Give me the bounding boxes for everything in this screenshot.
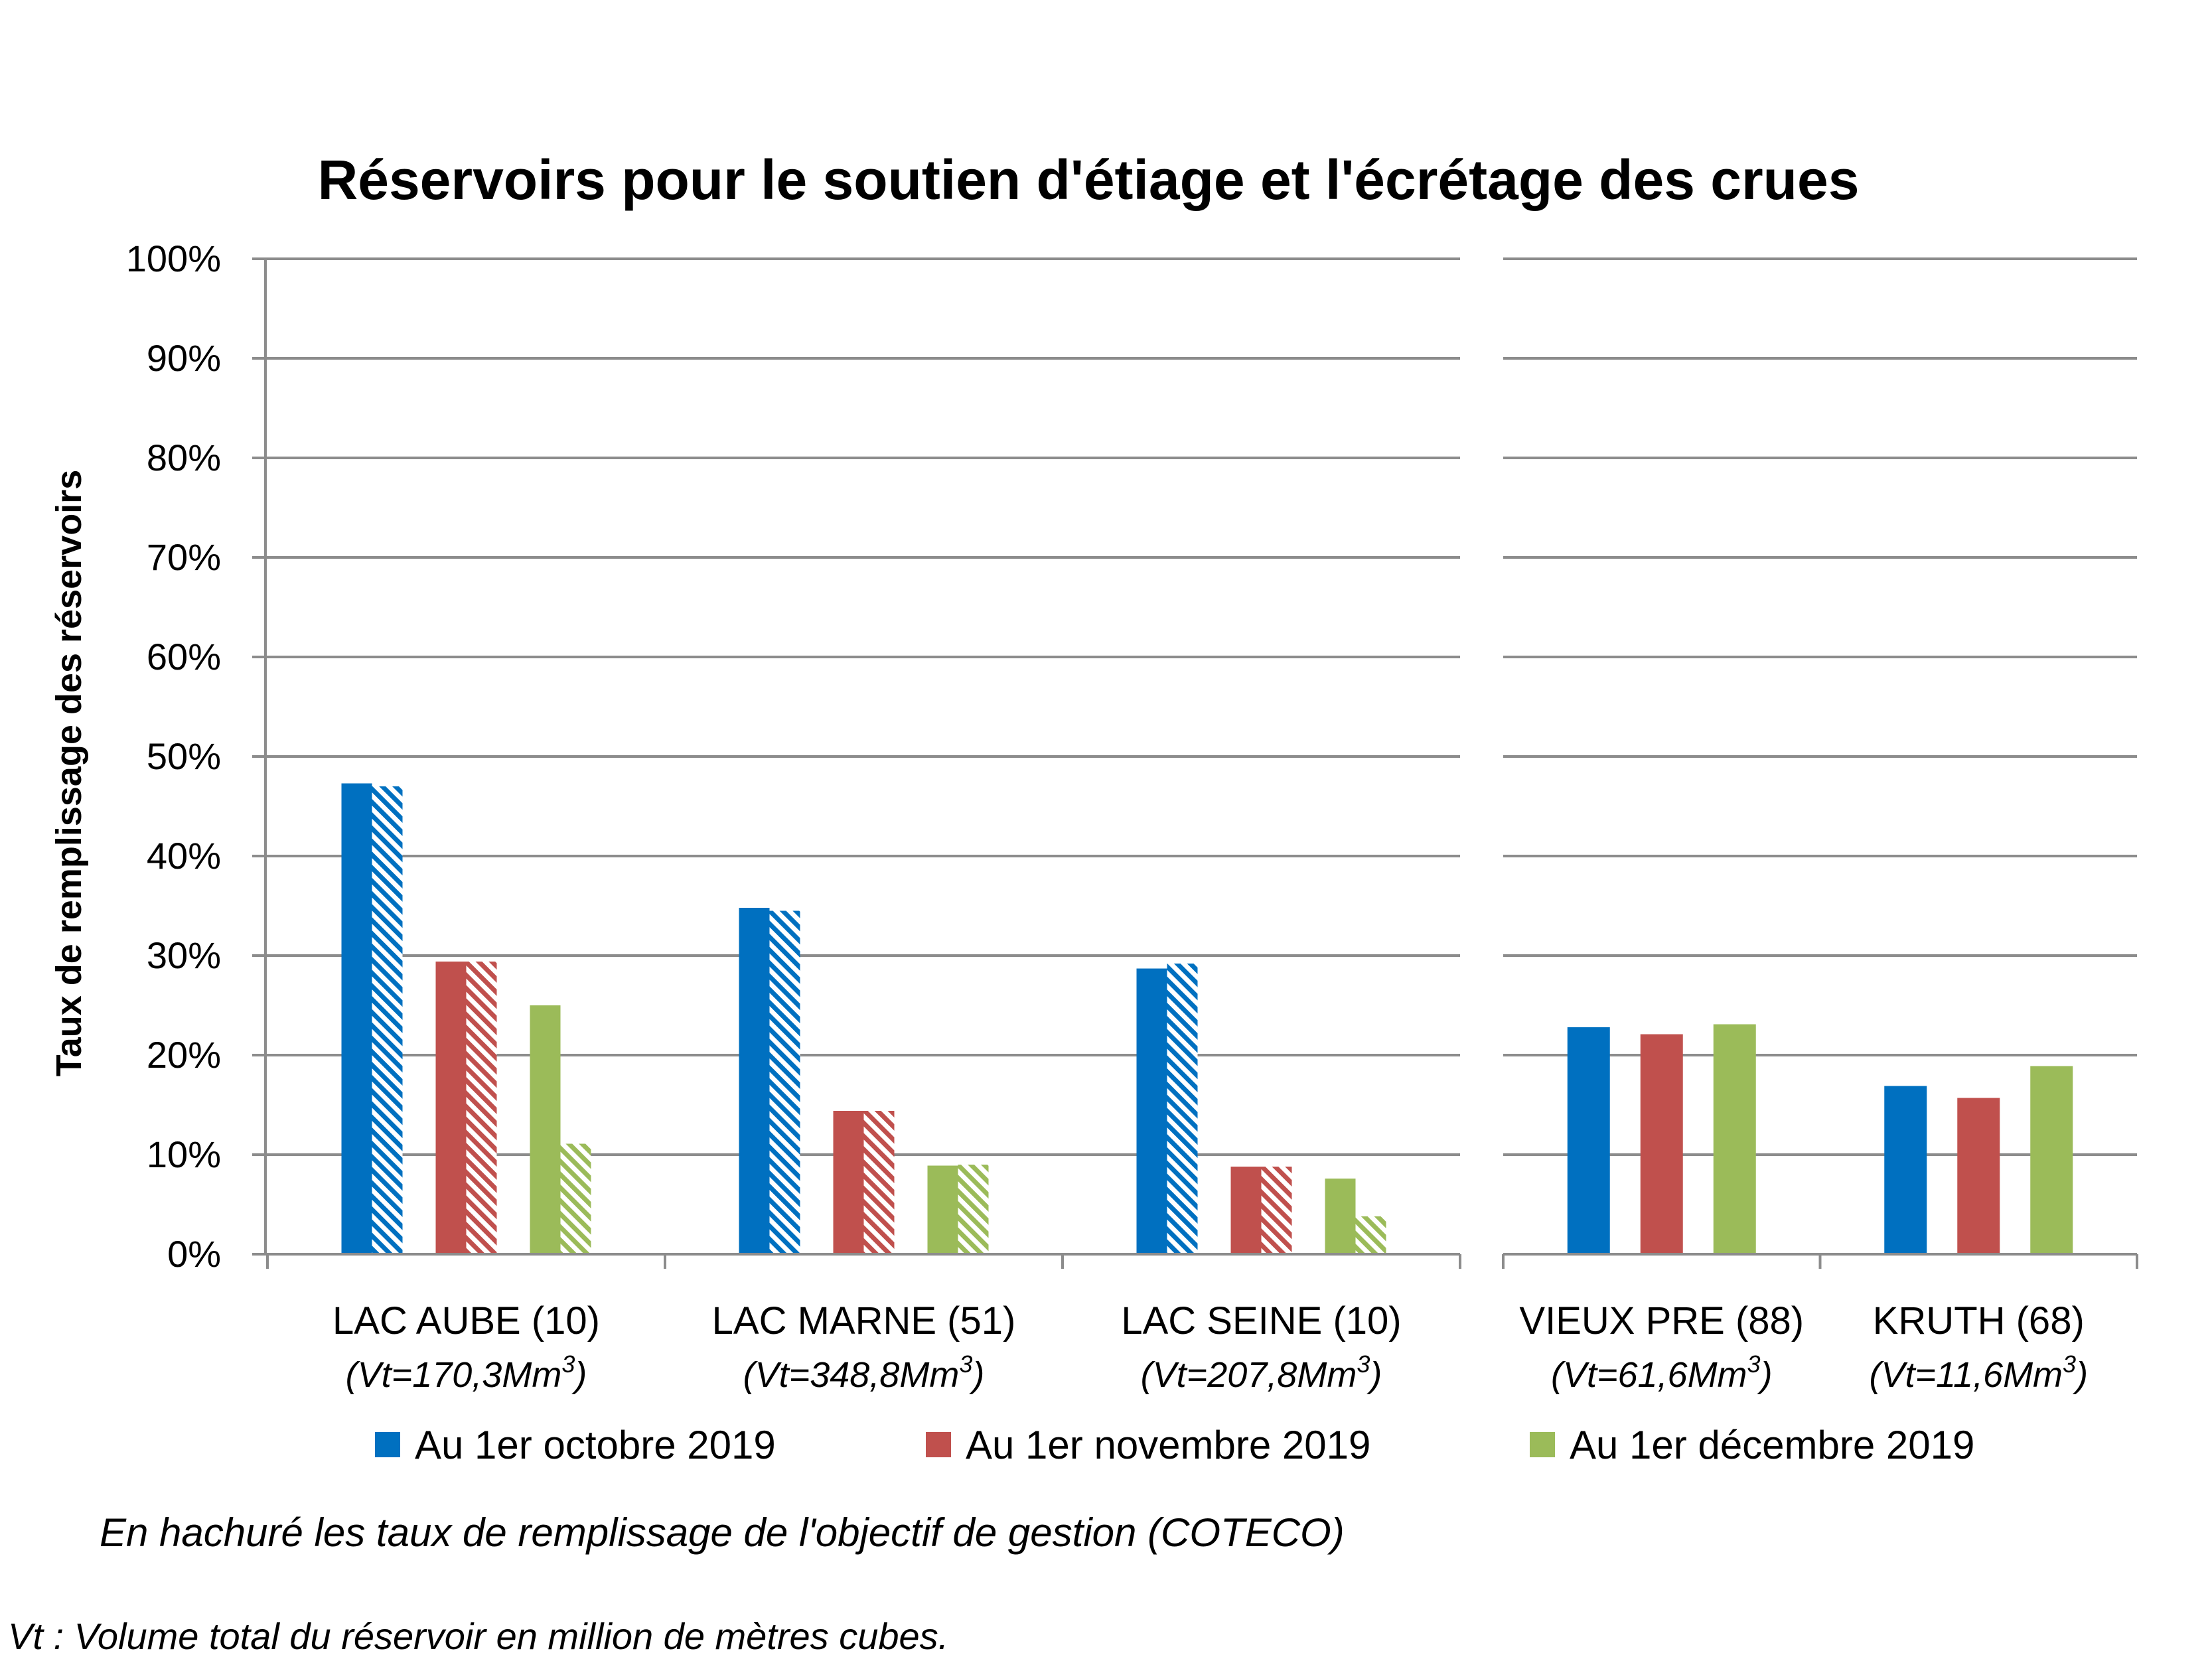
bar-kruth-68-au-1er-octobre-2019: [1884, 1086, 1927, 1254]
bar-vieux-pre-88-au-1er-octobre-2019: [1567, 1027, 1610, 1254]
y-tick-label: 40%: [147, 835, 221, 877]
bar-kruth-68-au-1er-decembre-2019: [2030, 1066, 2073, 1254]
bar-lac-seine-10-au-1er-decembre-2019: [1325, 1179, 1356, 1254]
bar-lac-aube-10-au-1er-decembre-2019: [530, 1005, 561, 1254]
bar-lac-aube-10-au-1er-novembre-2019: [435, 962, 467, 1254]
objective-bar-lac-aube-10-au-1er-octobre-2019: [372, 786, 403, 1254]
objective-bar-lac-aube-10-au-1er-novembre-2019: [466, 962, 497, 1254]
objective-bar-lac-seine-10-au-1er-octobre-2019: [1167, 964, 1198, 1254]
legend-label: Au 1er octobre 2019: [415, 1423, 776, 1467]
bar-lac-marne-51-au-1er-decembre-2019: [927, 1165, 958, 1254]
y-tick-label: 60%: [147, 636, 221, 678]
x-category-label: LAC MARNE (51): [712, 1299, 1016, 1342]
x-category-volume: (Vt=170,3Mm3): [346, 1350, 587, 1395]
legend-label: Au 1er novembre 2019: [966, 1423, 1370, 1467]
chart-title: Réservoirs pour le soutien d'étiage et l…: [318, 149, 1860, 211]
x-category-label: LAC SEINE (10): [1121, 1299, 1401, 1342]
y-tick-label: 90%: [147, 337, 221, 379]
y-tick-label: 50%: [147, 735, 221, 777]
x-category-volume: (Vt=348,8Mm3): [743, 1350, 985, 1395]
vt-note: Vt : Volume total du réservoir en millio…: [8, 1615, 948, 1657]
bar-lac-marne-51-au-1er-novembre-2019: [833, 1111, 864, 1254]
bar-lac-seine-10-au-1er-octobre-2019: [1136, 968, 1167, 1254]
bar-lac-marne-51-au-1er-octobre-2019: [739, 908, 770, 1254]
objective-bar-lac-aube-10-au-1er-decembre-2019: [560, 1143, 591, 1254]
x-category-label: VIEUX PRE (88): [1519, 1299, 1804, 1342]
legend-label: Au 1er décembre 2019: [1570, 1423, 1974, 1467]
x-category-volume: (Vt=61,6Mm3): [1551, 1350, 1773, 1395]
y-tick-label: 20%: [147, 1034, 221, 1076]
bar-lac-aube-10-au-1er-octobre-2019: [341, 783, 372, 1254]
legend-swatch: [375, 1432, 400, 1457]
legend: Au 1er octobre 2019 Au 1er novembre 2019 A…: [375, 1423, 1974, 1467]
legend-item-au-1er-decembre-2019: Au 1er décembre 2019: [1530, 1423, 1974, 1467]
objective-bar-lac-seine-10-au-1er-decembre-2019: [1355, 1216, 1386, 1254]
legend-swatch: [1530, 1432, 1555, 1457]
y-axis-label: Taux de remplissage des réservoirs: [49, 470, 89, 1076]
bar-vieux-pre-88-au-1er-novembre-2019: [1640, 1034, 1683, 1254]
axes: 0% 10% 20% 30% 40% 50% 60% 70% 80% 90% 100% LAC AUB…: [126, 238, 2138, 1395]
x-category-label: LAC AUBE (10): [332, 1299, 600, 1342]
objective-bar-lac-marne-51-au-1er-novembre-2019: [863, 1111, 895, 1254]
y-tick-label: 100%: [126, 238, 221, 279]
bar-lac-seine-10-au-1er-novembre-2019: [1230, 1167, 1262, 1254]
objective-bar-lac-marne-51-au-1er-decembre-2019: [958, 1165, 989, 1254]
x-category-volume: (Vt=11,6Mm3): [1869, 1350, 2088, 1395]
objective-bar-lac-seine-10-au-1er-novembre-2019: [1261, 1167, 1292, 1254]
x-category-label: KRUTH (68): [1873, 1299, 2085, 1342]
bar-vieux-pre-88-au-1er-decembre-2019: [1713, 1024, 1756, 1254]
bars: [341, 783, 2073, 1254]
hatch-note: En hachuré les taux de remplissage de l'…: [100, 1510, 1345, 1555]
y-tick-label: 10%: [147, 1133, 221, 1175]
y-tick-label: 0%: [167, 1233, 221, 1275]
objective-bar-lac-marne-51-au-1er-octobre-2019: [769, 910, 800, 1254]
y-tick-label: 30%: [147, 934, 221, 976]
y-tick-label: 80%: [147, 437, 221, 478]
y-tick-label: 70%: [147, 536, 221, 578]
legend-item-au-1er-novembre-2019: Au 1er novembre 2019: [926, 1423, 1370, 1467]
legend-swatch: [926, 1432, 951, 1457]
bar-kruth-68-au-1er-novembre-2019: [1957, 1098, 2000, 1254]
legend-item-au-1er-octobre-2019: Au 1er octobre 2019: [375, 1423, 776, 1467]
x-category-volume: (Vt=207,8Mm3): [1141, 1350, 1382, 1395]
